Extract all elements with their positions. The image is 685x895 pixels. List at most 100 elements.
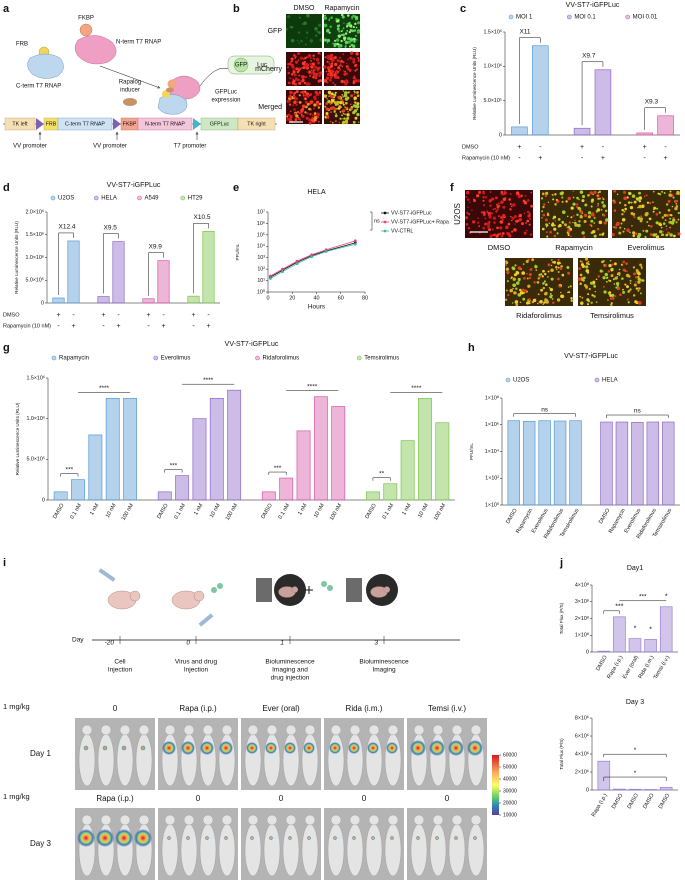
cell [623,227,626,230]
cell [288,95,292,99]
cell [637,301,640,304]
cell [327,90,332,95]
cell [482,191,485,195]
cell [305,62,308,66]
cell [542,269,545,273]
mouse-head [247,724,259,736]
mouse-body [327,823,345,877]
cell [637,289,640,292]
cell [601,196,604,199]
cell [675,202,678,205]
cell [342,33,345,37]
cell [544,194,548,198]
cell [614,276,618,280]
cell [496,203,499,206]
cell [555,265,558,269]
cell [567,291,569,294]
cell [298,81,302,85]
cell [510,205,513,208]
cell [327,61,330,64]
cell [354,15,359,20]
cell [582,279,585,282]
mouse-head [266,814,278,826]
fold-label: X9.3 [645,98,659,105]
cell [525,229,528,232]
signal [205,836,209,840]
y-tick-label: 2×10⁸ [575,616,589,622]
day-value: 3 [374,640,378,647]
fkbp-shape [79,23,93,37]
cell [587,211,592,215]
bar [532,45,549,136]
cell [290,73,294,76]
cell [634,276,638,279]
cell [577,277,582,281]
cell [621,208,624,212]
legend-label: MOI 0.1 [574,15,596,21]
cell [619,201,622,204]
cell [576,203,579,206]
bar [313,396,328,501]
chart-title: Day 3 [626,699,644,706]
cell [597,275,600,278]
cell [633,272,637,276]
cell [354,101,357,104]
legend-label: A549 [145,196,160,202]
cell [524,194,527,197]
cell [305,106,308,108]
c-term-shape [27,53,64,79]
bar [296,430,311,501]
cell [618,268,621,271]
cell [624,207,627,211]
cell [510,276,513,279]
mouse-head [100,814,112,826]
cell [616,221,620,226]
cell [521,288,525,292]
significance-bracket [513,413,576,417]
cell [494,207,497,210]
treatment-sign: + [191,312,195,319]
frb-label: FRB [16,42,28,48]
mouse-head [138,724,150,736]
cell [572,190,575,192]
cell [640,215,643,218]
row-label: DMSO [462,144,479,150]
cell [310,118,314,122]
cell [329,53,334,58]
bar [597,650,611,653]
x-tick-label: 80 [362,295,368,301]
event-label: Cell [114,659,126,666]
bar [157,491,172,501]
cell [662,222,666,225]
cell [551,193,554,196]
cell [297,51,301,55]
cell [295,103,298,106]
cell [667,199,671,203]
cell [543,302,545,304]
cell [334,120,337,123]
cell [508,198,511,201]
cell [583,219,587,224]
cell [346,29,349,32]
colorbar-label: 20000 [503,800,517,806]
cell [336,24,340,28]
cell [530,191,533,194]
cell [579,295,582,298]
cell [345,25,349,28]
cell [312,62,315,66]
cell [608,263,612,268]
cell [507,294,510,297]
cell [547,263,551,267]
promoter-label: VV promoter [13,144,47,150]
cell [587,193,590,197]
cell [550,268,554,273]
y-tick-label: 0 [586,649,589,655]
treatment-sign: - [72,312,75,319]
cell [292,78,295,81]
bar [142,298,155,304]
cell [487,225,490,229]
cell [343,38,346,41]
mouse-body [282,823,300,877]
cell [629,205,634,210]
y-tick-label: 5.0×10⁵ [25,278,44,284]
